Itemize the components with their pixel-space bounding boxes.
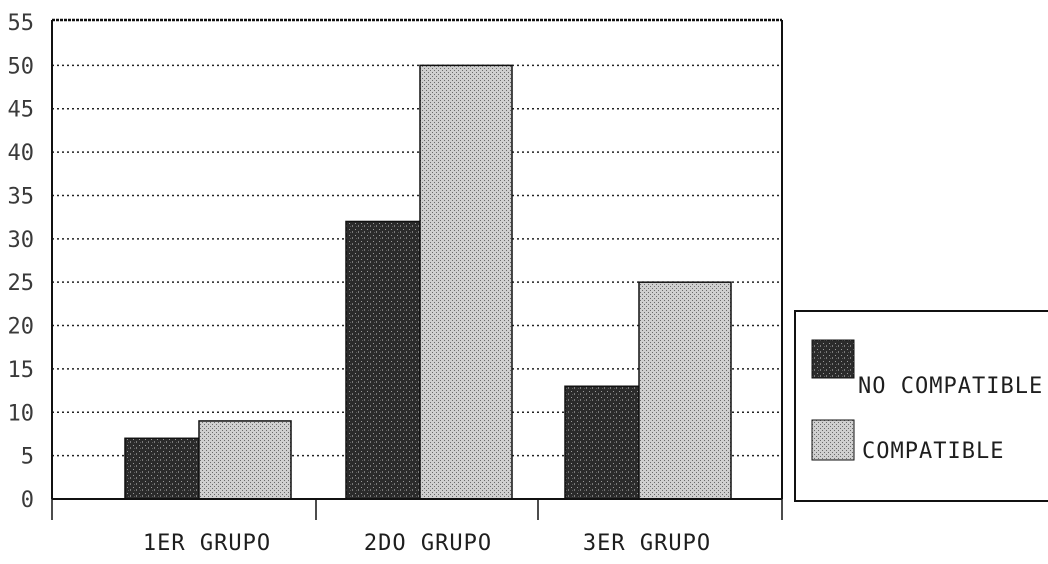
y-tick-label: 15	[8, 358, 35, 383]
y-tick-label: 0	[21, 488, 34, 513]
y-tick-label: 10	[8, 401, 35, 426]
y-tick-label: 40	[8, 141, 35, 166]
y-tick-label: 5	[21, 445, 34, 470]
y-tick-label: 45	[8, 98, 35, 123]
x-axis-categories: 1ER GRUPO 2DO GRUPO 3ER GRUPO	[143, 531, 711, 556]
bar-no-compatible-1	[124, 437, 200, 500]
y-tick-label: 55	[8, 11, 35, 36]
bar-no-compatible-3	[564, 385, 640, 500]
bar-compatible-2	[419, 64, 513, 500]
y-tick-label: 30	[8, 228, 35, 253]
bar-compatible-3	[638, 281, 732, 500]
y-axis-ticks: 0 5 10 15 20 25 30 35 40 45 50 55	[8, 11, 35, 513]
legend: NO COMPATIBLE COMPATIBLE	[794, 310, 1048, 502]
x-category-label: 3ER GRUPO	[583, 531, 711, 556]
x-category-label: 2DO GRUPO	[364, 531, 492, 556]
y-tick-label: 25	[8, 271, 35, 296]
legend-label-compatible: COMPATIBLE	[862, 439, 1004, 464]
x-category-label: 1ER GRUPO	[143, 531, 271, 556]
legend-label-no-compatible: NO COMPATIBLE	[858, 374, 1043, 399]
y-tick-label: 50	[8, 54, 35, 79]
bar-compatible-1	[198, 420, 292, 500]
axes	[51, 18, 783, 520]
legend-swatch-compatible	[811, 419, 855, 461]
legend-swatch-no-compatible	[811, 339, 855, 379]
y-tick-label: 20	[8, 315, 35, 340]
y-tick-label: 35	[8, 184, 35, 209]
bar-no-compatible-2	[345, 220, 421, 500]
bars	[124, 64, 732, 500]
